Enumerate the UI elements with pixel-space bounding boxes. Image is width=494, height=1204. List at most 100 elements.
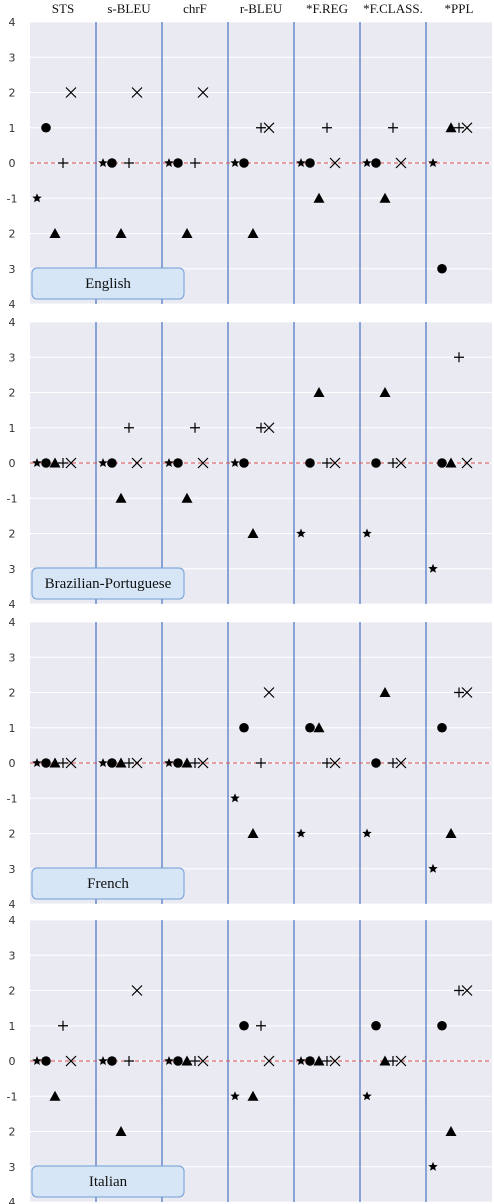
y-tick-label: 4 — [9, 316, 16, 329]
metric-label-ppl: *PPL — [445, 1, 474, 16]
star-marker — [362, 1091, 372, 1101]
plus-marker — [256, 758, 266, 768]
y-tick-label: 1 — [9, 722, 16, 735]
y-tick-label: 1 — [9, 1020, 16, 1033]
triangle-marker — [115, 492, 127, 503]
plus-marker — [58, 1020, 68, 1031]
legend-box: English — [31, 267, 185, 300]
y-tick-label: -1 — [7, 792, 18, 805]
y-tick-label: 4 — [9, 898, 16, 911]
triangle-marker — [379, 387, 391, 397]
star-marker — [98, 1056, 108, 1066]
circle-marker — [371, 1020, 381, 1031]
legend-language-label: English — [85, 276, 131, 292]
circle-marker — [239, 1020, 249, 1031]
circle-marker — [437, 458, 447, 468]
y-tick-label: 3 — [9, 351, 16, 364]
plus-marker — [124, 1056, 134, 1066]
circle-marker — [371, 758, 381, 768]
star-marker — [296, 828, 306, 838]
star-marker — [164, 1056, 174, 1066]
y-tick-label: 4 — [9, 16, 16, 29]
y-tick-label: 2 — [9, 1126, 16, 1139]
plus-marker — [322, 1056, 332, 1066]
star-marker — [362, 158, 372, 168]
star-marker — [32, 1056, 42, 1066]
x-marker — [395, 457, 407, 469]
x-marker — [329, 157, 341, 169]
y-tick-label: 4 — [9, 616, 16, 629]
metric-label-r-bleu: r-BLEU — [240, 1, 283, 16]
y-tick-label: 0 — [9, 457, 16, 470]
star-marker — [296, 528, 306, 538]
circle-marker — [173, 1056, 183, 1066]
star-marker — [428, 158, 438, 168]
triangle-marker — [379, 192, 391, 203]
circle-marker — [107, 1056, 117, 1066]
circle-marker — [107, 458, 117, 468]
star-marker — [230, 158, 240, 168]
x-marker — [197, 457, 209, 469]
triangle-marker — [115, 228, 127, 238]
plus-marker — [388, 758, 398, 768]
x-marker — [65, 757, 77, 769]
legend-background — [31, 267, 185, 300]
y-tick-label: -1 — [7, 1090, 18, 1103]
legend-language-label: Italian — [89, 1174, 128, 1190]
plus-marker — [190, 158, 200, 168]
x-marker — [65, 457, 77, 469]
legend-background — [31, 1165, 185, 1198]
x-marker — [131, 985, 143, 996]
triangle-marker — [247, 828, 259, 838]
metric-label-chrf: chrF — [183, 1, 207, 16]
y-tick-label: 2 — [9, 528, 16, 541]
y-tick-label: 4 — [9, 914, 16, 927]
plus-marker — [388, 1056, 398, 1066]
circle-marker — [41, 458, 51, 468]
plus-marker — [190, 1056, 200, 1066]
metric-label-s-bleu: s-BLEU — [107, 1, 151, 16]
circle-marker — [371, 158, 381, 168]
panel-english: 4 3 2 1 0 -1 2 3 4 English — [7, 16, 492, 311]
x-marker — [131, 457, 143, 469]
legend-box: Italian — [31, 1165, 185, 1198]
x-marker — [395, 157, 407, 169]
triangle-marker — [445, 1126, 457, 1136]
plus-marker — [322, 122, 332, 133]
x-marker — [65, 87, 77, 98]
metric-label-sts: STS — [52, 1, 74, 16]
legend-background — [31, 867, 185, 900]
triangle-marker — [115, 1126, 127, 1136]
star-marker — [98, 458, 108, 468]
y-tick-label: -1 — [7, 492, 18, 505]
triangle-marker — [49, 457, 61, 468]
circle-marker — [239, 158, 249, 168]
plus-marker — [256, 122, 266, 133]
y-tick-label: 2 — [9, 985, 16, 998]
y-tick-label: 2 — [9, 687, 16, 700]
plus-marker — [124, 758, 134, 768]
y-tick-label: 0 — [9, 157, 16, 170]
triangle-marker — [247, 228, 259, 238]
circle-marker — [239, 722, 249, 733]
x-marker — [461, 985, 473, 996]
metric-label-f-reg: *F.REG — [306, 1, 348, 16]
triangle-marker — [181, 1055, 193, 1066]
triangle-marker — [445, 828, 457, 838]
y-tick-label: 4 — [9, 598, 16, 611]
circle-marker — [371, 458, 381, 468]
plus-marker — [58, 158, 68, 168]
circle-marker — [305, 1056, 315, 1066]
circle-marker — [305, 722, 315, 733]
plus-marker — [322, 458, 332, 468]
x-marker — [461, 687, 473, 698]
x-marker — [263, 1055, 275, 1067]
star-marker — [164, 458, 174, 468]
star-marker — [32, 193, 42, 203]
star-marker — [428, 863, 438, 873]
star-marker — [230, 1091, 240, 1101]
circle-marker — [305, 158, 315, 168]
star-marker — [164, 158, 174, 168]
plus-marker — [256, 422, 266, 433]
